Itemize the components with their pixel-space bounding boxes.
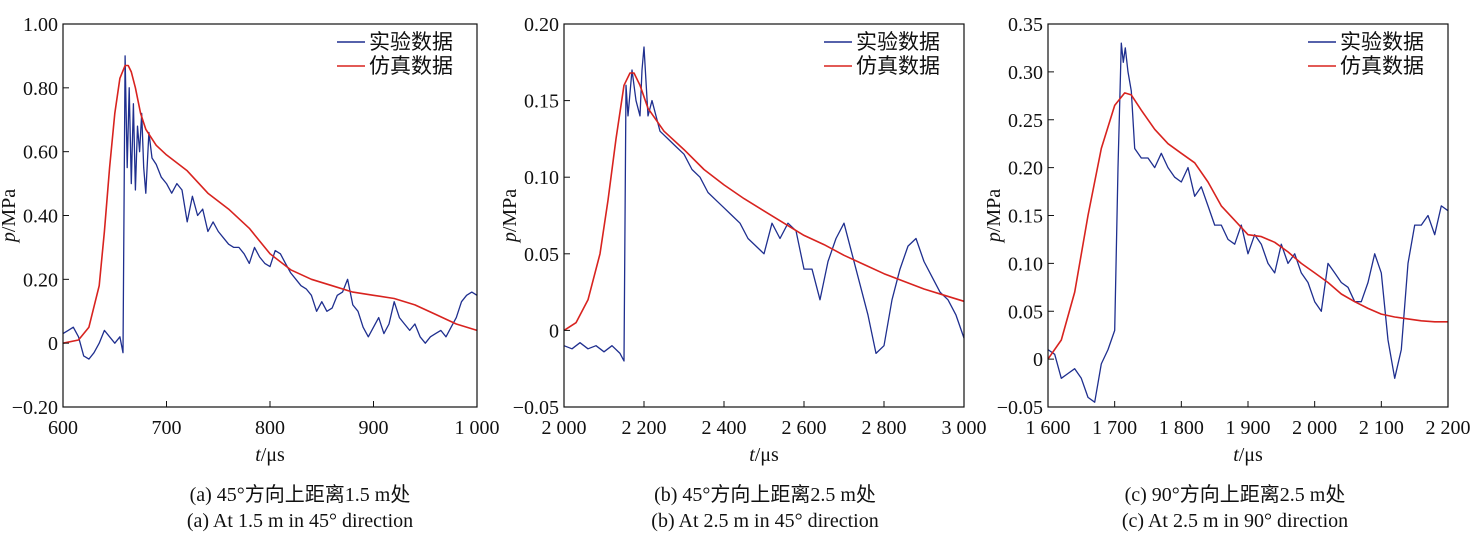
legend-label-b-0: 实验数据 <box>856 30 940 54</box>
y-tick-label-c-4: 0.15 <box>1008 206 1043 228</box>
caption-b-cn: (b) 45°方向上距离2.5 m处 <box>654 484 876 506</box>
chart-c: 1 600 1 700 1 800 1 900 2 000 2 100 2 200 −0.05… <box>983 14 1471 466</box>
x-tick-label-a-4: 1 000 <box>455 417 500 439</box>
y-tick-label-c-1: 0 <box>1033 349 1043 371</box>
y-axis-label-c: p/MPa <box>983 189 1005 244</box>
series-line-a-experimental <box>62 55 478 360</box>
x-tick-label-a-1: 700 <box>152 417 182 439</box>
caption-c-cn: (c) 90°方向上距离2.5 m处 <box>1124 484 1346 506</box>
x-tick-label-b-5: 3 000 <box>942 417 987 439</box>
y-tick-label-c-3: 0.10 <box>1008 253 1043 275</box>
y-tick-label-c-0: −0.05 <box>997 397 1043 419</box>
y-tick-label-a-5: 0.80 <box>23 78 58 100</box>
y-tick-label-c-8: 0.35 <box>1008 14 1043 36</box>
plot-frame-b <box>563 23 965 408</box>
legend-label-b-1: 仿真数据 <box>856 54 940 78</box>
x-tick-label-c-3: 1 900 <box>1226 417 1271 439</box>
x-tick-label-b-1: 2 200 <box>622 417 667 439</box>
y-tick-label-c-5: 0.20 <box>1008 158 1043 180</box>
y-tick-label-b-3: 0.10 <box>524 167 559 189</box>
y-tick-label-a-6: 1.00 <box>23 14 58 36</box>
x-tick-label-c-5: 2 100 <box>1359 417 1404 439</box>
y-tick-label-c-2: 0.05 <box>1008 301 1043 323</box>
series-line-c-simulated <box>1047 92 1448 360</box>
series-line-c-experimental <box>1047 42 1449 403</box>
series-line-b-simulated <box>563 72 965 332</box>
series-line-a-simulated <box>62 64 478 344</box>
y-tick-label-a-3: 0.40 <box>23 206 58 228</box>
x-tick-label-a-2: 800 <box>255 417 285 439</box>
y-tick-label-b-5: 0.20 <box>524 14 559 36</box>
x-tick-label-c-6: 2 200 <box>1426 417 1471 439</box>
y-tick-label-b-2: 0.05 <box>524 244 559 266</box>
y-tick-label-a-4: 0.60 <box>23 142 58 164</box>
legend-label-c-0: 实验数据 <box>1340 30 1424 54</box>
x-tick-label-b-3: 2 600 <box>782 417 827 439</box>
x-axis-label-a: t/μs <box>255 444 285 466</box>
y-tick-label-a-2: 0.20 <box>23 269 58 291</box>
y-axis-label-b: p/MPa <box>499 189 521 244</box>
x-tick-label-a-0: 600 <box>48 417 78 439</box>
y-axis-label-a: p/MPa <box>0 189 20 244</box>
x-tick-label-c-0: 1 600 <box>1026 417 1071 439</box>
caption-c-en: (c) At 2.5 m in 90° direction <box>1121 510 1349 532</box>
chart-a: 600 700 800 900 1 000 −0.20 0 0.20 0.40 0.60 0.80 1… <box>0 14 500 466</box>
x-tick-label-b-0: 2 000 <box>542 417 587 439</box>
y-tick-label-c-6: 0.25 <box>1008 110 1043 132</box>
y-tick-label-a-1: 0 <box>48 333 58 355</box>
x-tick-label-c-1: 1 700 <box>1092 417 1137 439</box>
x-axis-label-b: t/μs <box>749 444 779 466</box>
legend-label-a-0: 实验数据 <box>369 30 453 54</box>
legend-label-a-1: 仿真数据 <box>369 54 453 78</box>
x-axis-label-c: t/μs <box>1233 444 1263 466</box>
y-tick-label-a-0: −0.20 <box>12 397 58 419</box>
caption-b-en: (b) At 2.5 m in 45° direction <box>651 510 879 532</box>
caption-a-cn: (a) 45°方向上距离1.5 m处 <box>189 484 411 506</box>
caption-a-en: (a) At 1.5 m in 45° direction <box>186 510 414 532</box>
x-tick-label-b-2: 2 400 <box>702 417 747 439</box>
legend-label-c-1: 仿真数据 <box>1340 54 1424 78</box>
y-tick-label-c-7: 0.30 <box>1008 62 1043 84</box>
x-tick-label-c-2: 1 800 <box>1159 417 1204 439</box>
x-tick-label-b-4: 2 800 <box>862 417 907 439</box>
y-tick-label-b-0: −0.05 <box>513 397 559 419</box>
x-tick-label-a-3: 900 <box>359 417 389 439</box>
series-line-b-experimental <box>563 46 965 362</box>
y-tick-label-b-4: 0.15 <box>524 91 559 113</box>
x-tick-label-c-4: 2 000 <box>1292 417 1337 439</box>
y-tick-label-b-1: 0 <box>549 320 559 342</box>
chart-b: 2 000 2 200 2 400 2 600 2 800 3 000 −0.05 0 0.05… <box>499 14 987 466</box>
